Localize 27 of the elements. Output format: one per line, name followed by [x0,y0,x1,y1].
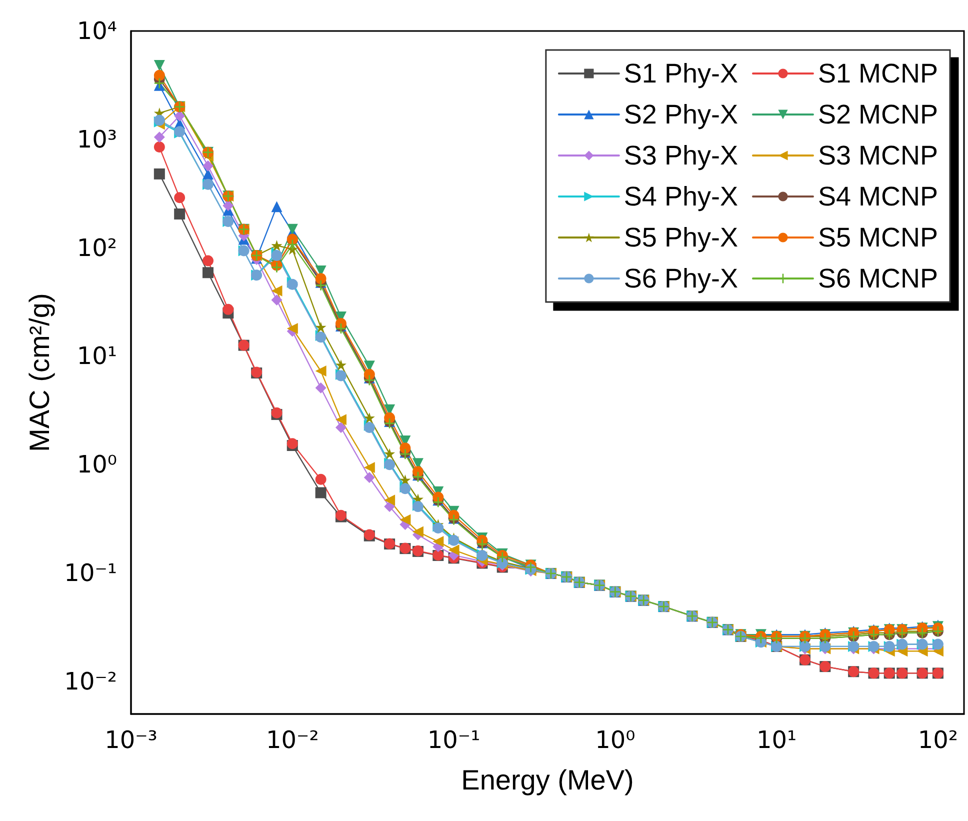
y-tick-label: 10⁴ [76,17,117,45]
legend-label: S1 MCNP [818,58,938,88]
y-tick-label: 10⁻² [64,667,117,696]
legend-label: S6 Phy-X [624,264,738,294]
x-tick-label: 10⁻³ [104,726,158,754]
legend-label: S3 Phy-X [624,140,738,170]
x-tick-label: 10¹ [756,726,797,754]
y-tick-label: 10⁻¹ [64,558,117,587]
x-tick-label: 10⁻¹ [427,726,480,754]
legend-label: S2 MCNP [818,100,938,130]
y-axis-title: MAC (cm²/g) [24,293,55,452]
x-tick-label: 10⁻² [266,726,319,754]
legend-label: S2 Phy-X [624,100,738,130]
y-tick-label: 10¹ [76,342,117,370]
y-tick-label: 10² [76,234,117,262]
legend-label: S3 MCNP [818,140,938,170]
legend-label: S1 Phy-X [624,58,738,88]
y-tick-label: 10⁰ [76,450,117,479]
legend-label: S4 Phy-X [624,182,738,212]
legend-label: S5 MCNP [818,222,938,252]
x-tick-label: 10⁰ [595,726,636,754]
legend-label: S4 MCNP [818,182,938,212]
legend-label: S5 Phy-X [624,222,738,252]
x-axis-title: Energy (MeV) [461,764,634,796]
x-tick-label: 10² [918,726,958,754]
y-tick-label: 10³ [76,125,117,154]
legend-label: S6 MCNP [818,264,938,294]
